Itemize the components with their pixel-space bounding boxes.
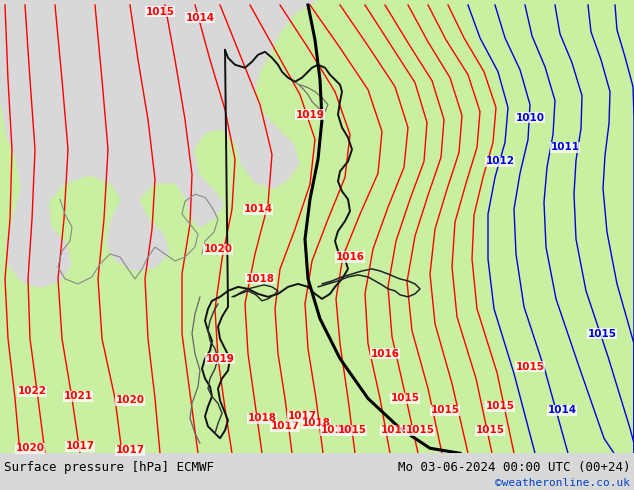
Text: 1015: 1015 — [406, 425, 434, 435]
Text: 1018: 1018 — [247, 414, 276, 423]
Text: 1016: 1016 — [335, 252, 365, 262]
Text: 1016: 1016 — [321, 425, 349, 435]
Text: 1020: 1020 — [15, 443, 44, 453]
Text: 1014: 1014 — [185, 13, 214, 23]
Text: 1014: 1014 — [243, 204, 273, 214]
Text: 1012: 1012 — [486, 156, 515, 167]
Text: 1015: 1015 — [391, 393, 420, 403]
Text: 1019: 1019 — [295, 110, 325, 120]
Text: 1015: 1015 — [380, 425, 410, 435]
Text: 1015: 1015 — [145, 7, 174, 17]
Text: 1017: 1017 — [287, 412, 316, 421]
Text: 1015: 1015 — [430, 405, 460, 416]
Text: 1015: 1015 — [476, 425, 505, 435]
Text: 1020: 1020 — [204, 244, 233, 254]
Text: Surface pressure [hPa] ECMWF: Surface pressure [hPa] ECMWF — [4, 461, 214, 474]
Polygon shape — [370, 0, 634, 453]
Text: 1016: 1016 — [370, 348, 399, 359]
Text: 1015: 1015 — [486, 401, 515, 412]
Text: 1011: 1011 — [550, 143, 579, 152]
Text: 1021: 1021 — [63, 392, 93, 401]
Text: 1022: 1022 — [18, 387, 46, 396]
Text: 1015: 1015 — [588, 329, 616, 339]
Text: 1018: 1018 — [302, 418, 330, 428]
Polygon shape — [0, 0, 634, 453]
Text: 1010: 1010 — [515, 113, 545, 122]
Text: 1015: 1015 — [337, 425, 366, 435]
Text: 1015: 1015 — [515, 362, 545, 371]
Text: 1019: 1019 — [205, 354, 235, 364]
Text: 1017: 1017 — [271, 421, 299, 431]
Text: 1018: 1018 — [245, 274, 275, 284]
Text: 1017: 1017 — [65, 441, 94, 451]
Text: 1020: 1020 — [115, 395, 145, 405]
Text: 1017: 1017 — [115, 445, 145, 455]
Text: 1014: 1014 — [547, 405, 576, 416]
Text: ©weatheronline.co.uk: ©weatheronline.co.uk — [495, 478, 630, 488]
Text: Mo 03-06-2024 00:00 UTC (00+24): Mo 03-06-2024 00:00 UTC (00+24) — [398, 461, 630, 474]
